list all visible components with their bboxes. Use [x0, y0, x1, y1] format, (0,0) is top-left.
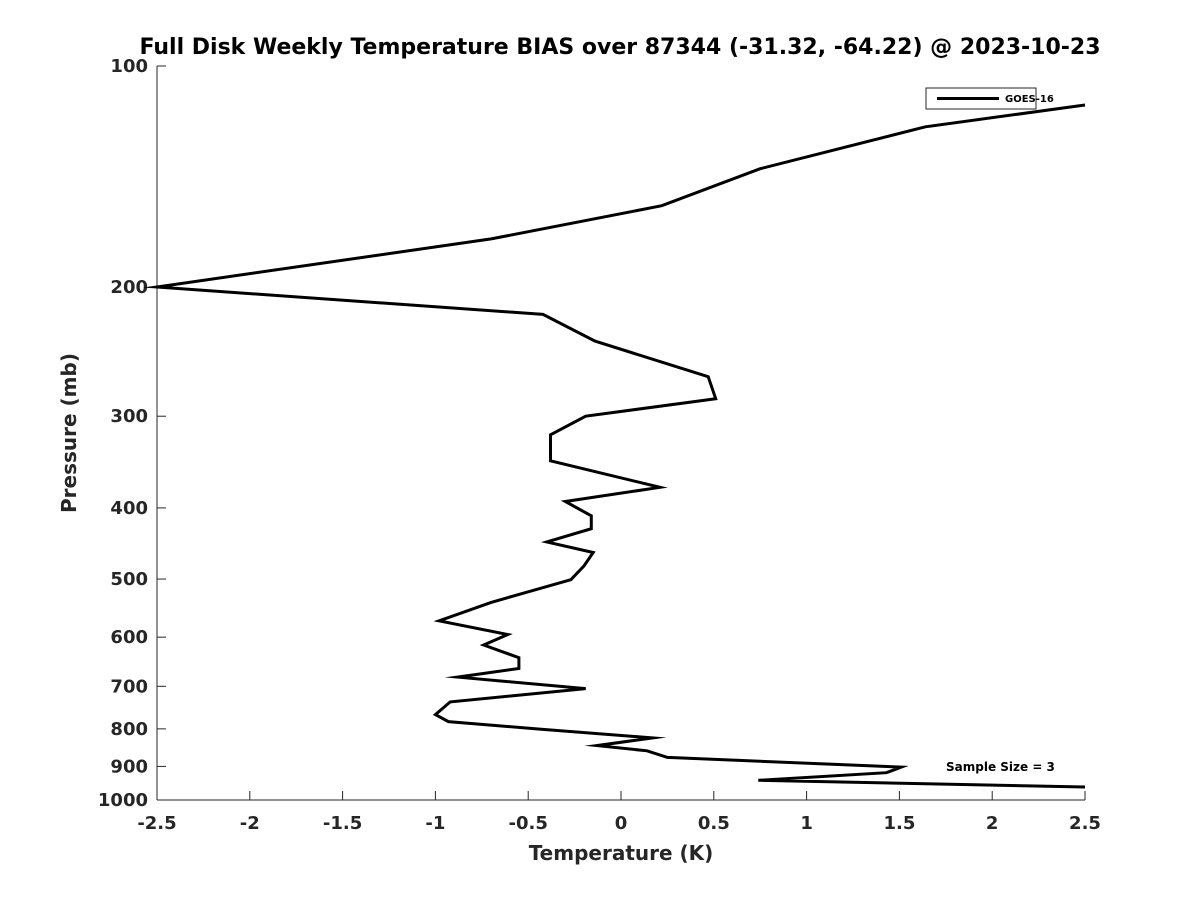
x-tick-label-0p5: 0.5: [698, 813, 730, 834]
chart-title: Full Disk Weekly Temperature BIAS over 8…: [139, 35, 1100, 60]
y-tick-label-400: 400: [110, 498, 148, 519]
y-tick-label-800: 800: [110, 719, 148, 740]
x-axis-ticks: -2.5 -2 -1.5 -1 -0.5 0 0.5 1 1.5 2 2.5: [137, 791, 1101, 834]
y-tick-label-1000: 1000: [98, 790, 148, 811]
y-tick-label-200: 200: [110, 277, 148, 298]
x-tick-label-neg1p5: -1.5: [323, 813, 362, 834]
x-tick-label-2p5: 2.5: [1069, 813, 1101, 834]
series-line-goes-16: [142, 103, 1086, 789]
y-axis-ticks: 100 200 300 400 500 600 700 800 900 1000: [98, 56, 166, 811]
legend-label-goes-16: GOES-16: [1005, 94, 1054, 105]
x-tick-label-neg2p5: -2.5: [137, 813, 176, 834]
y-tick-label-300: 300: [110, 406, 148, 427]
x-tick-label-2: 2: [986, 813, 999, 834]
x-tick-label-neg2: -2: [240, 813, 260, 834]
y-tick-label-900: 900: [110, 756, 148, 777]
x-tick-label-neg0p5: -0.5: [509, 813, 548, 834]
series-layer: [142, 103, 1086, 789]
y-tick-label-700: 700: [110, 676, 148, 697]
x-tick-label-1: 1: [800, 813, 813, 834]
x-axis-label: Temperature (K): [529, 841, 714, 865]
y-tick-label-600: 600: [110, 627, 148, 648]
y-axis-label: Pressure (mb): [57, 353, 81, 513]
x-tick-label-1p5: 1.5: [883, 813, 915, 834]
y-tick-label-100: 100: [110, 56, 148, 77]
x-tick-label-neg1: -1: [425, 813, 445, 834]
x-tick-label-0: 0: [615, 813, 628, 834]
y-tick-label-500: 500: [110, 569, 148, 590]
sample-size-annotation: Sample Size = 3: [946, 760, 1055, 774]
chart-legend: GOES-16: [925, 87, 1054, 110]
